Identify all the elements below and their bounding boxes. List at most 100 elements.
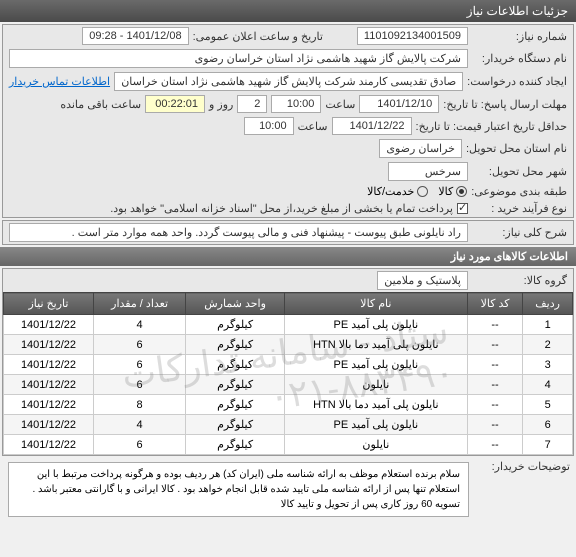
class-radios: کالا خدمت/کالا bbox=[367, 185, 467, 198]
table-cell: -- bbox=[467, 395, 522, 415]
table-header: تعداد / مقدار bbox=[93, 293, 185, 315]
table-container: ستاد - سامانه تدارکات۰۲۱-۸۸۳۴۹۰ ردیفکد ک… bbox=[3, 292, 573, 455]
table-cell: 2 bbox=[523, 335, 573, 355]
deadline-label: مهلت ارسال پاسخ: تا تاریخ: bbox=[443, 98, 567, 111]
table-cell: کیلوگرم bbox=[186, 355, 285, 375]
table-cell: 4 bbox=[93, 415, 185, 435]
buyer-value: شرکت پالایش گاز شهید هاشمی نژاد استان خر… bbox=[9, 49, 468, 68]
items-header: اطلاعات کالاهای مورد نیاز bbox=[0, 247, 576, 266]
items-table: ردیفکد کالانام کالاواحد شمارشتعداد / مقد… bbox=[3, 292, 573, 455]
table-row[interactable]: 6--نایلون پلی آمید PEکیلوگرم41401/12/22 bbox=[4, 415, 573, 435]
table-cell: 1401/12/22 bbox=[4, 355, 94, 375]
day-label: روز و bbox=[209, 98, 233, 111]
table-cell: 1401/12/22 bbox=[4, 375, 94, 395]
table-cell: کیلوگرم bbox=[186, 415, 285, 435]
table-cell: 3 bbox=[523, 355, 573, 375]
table-cell: نایلون پلی آمید PE bbox=[284, 315, 467, 335]
table-cell: 1401/12/22 bbox=[4, 395, 94, 415]
footer-note: سلام برنده استعلام موظف به ارائه شناسه م… bbox=[8, 462, 469, 517]
table-cell: 6 bbox=[93, 355, 185, 375]
table-cell: 8 bbox=[93, 395, 185, 415]
table-cell: 1401/12/22 bbox=[4, 315, 94, 335]
table-cell: 7 bbox=[523, 435, 573, 455]
table-cell: کیلوگرم bbox=[186, 315, 285, 335]
table-row[interactable]: 1--نایلون پلی آمید PEکیلوگرم41401/12/22 bbox=[4, 315, 573, 335]
buytype-note: پرداخت تمام یا بخشی از مبلغ خرید،از محل … bbox=[110, 202, 453, 215]
table-cell: نایلون bbox=[284, 375, 467, 395]
table-row[interactable]: 2--نایلون پلی آمید دما بالا HTNکیلوگرم61… bbox=[4, 335, 573, 355]
validity-label: حداقل تاریخ اعتبار قیمت: تا تاریخ: bbox=[416, 120, 567, 133]
desc-value: راد نایلونی طبق پیوست - پیشنهاد فنی و ما… bbox=[9, 223, 468, 242]
table-cell: 6 bbox=[523, 415, 573, 435]
class-service-label: خدمت/کالا bbox=[367, 185, 414, 198]
class-goods-radio[interactable]: کالا bbox=[438, 185, 467, 198]
contact-link[interactable]: اطلاعات تماس خریدار bbox=[9, 75, 110, 88]
table-row[interactable]: 4--نایلونکیلوگرم61401/12/22 bbox=[4, 375, 573, 395]
radio-dot-icon bbox=[456, 186, 467, 197]
table-header: تاریخ نیاز bbox=[4, 293, 94, 315]
table-cell: 5 bbox=[523, 395, 573, 415]
table-cell: نایلون پلی آمید PE bbox=[284, 355, 467, 375]
time-label-1: ساعت bbox=[325, 98, 355, 111]
time-label-2: ساعت bbox=[298, 120, 328, 133]
table-cell: کیلوگرم bbox=[186, 375, 285, 395]
table-cell: نایلون bbox=[284, 435, 467, 455]
remain-label: ساعت باقی مانده bbox=[60, 98, 141, 111]
info-panel: شماره نیاز: 1101092134001509 تاریخ و ساع… bbox=[2, 24, 574, 218]
radio-dot-icon bbox=[417, 186, 428, 197]
table-row[interactable]: 5--نایلون پلی آمید دما بالا HTNکیلوگرم81… bbox=[4, 395, 573, 415]
table-cell: 1401/12/22 bbox=[4, 435, 94, 455]
table-cell: نایلون پلی آمید دما بالا HTN bbox=[284, 395, 467, 415]
table-cell: کیلوگرم bbox=[186, 395, 285, 415]
table-cell: -- bbox=[467, 375, 522, 395]
table-cell: -- bbox=[467, 435, 522, 455]
table-header: ردیف bbox=[523, 293, 573, 315]
pub-date-value: 1401/12/08 - 09:28 bbox=[82, 27, 188, 45]
buytype-checkbox[interactable] bbox=[457, 203, 468, 214]
days-value: 2 bbox=[237, 95, 267, 113]
group-value: پلاستیک و ملامین bbox=[377, 271, 468, 290]
class-label: طبقه بندی موضوعی: bbox=[471, 185, 567, 198]
delivery-prov: خراسان رضوی bbox=[379, 139, 462, 158]
creator-value: صادق تقدیسی کارمند شرکت پالایش گاز شهید … bbox=[114, 72, 463, 91]
table-cell: -- bbox=[467, 415, 522, 435]
table-cell: کیلوگرم bbox=[186, 435, 285, 455]
deadline-time: 10:00 bbox=[271, 95, 321, 113]
need-no-label: شماره نیاز: bbox=[472, 30, 567, 43]
window-title: جزئیات اطلاعات نیاز bbox=[0, 0, 576, 22]
buytype-label: نوع فرآیند خرید : bbox=[472, 202, 567, 215]
table-row[interactable]: 7--نایلونکیلوگرم61401/12/22 bbox=[4, 435, 573, 455]
table-cell: 6 bbox=[93, 335, 185, 355]
desc-panel: شرح کلی نیاز: راد نایلونی طبق پیوست - پی… bbox=[2, 220, 574, 245]
table-cell: 6 bbox=[93, 435, 185, 455]
table-cell: 6 bbox=[93, 375, 185, 395]
table-cell: -- bbox=[467, 355, 522, 375]
table-cell: 1 bbox=[523, 315, 573, 335]
table-header: واحد شمارش bbox=[186, 293, 285, 315]
table-cell: نایلون پلی آمید PE bbox=[284, 415, 467, 435]
items-panel: گروه کالا: پلاستیک و ملامین ستاد - سامان… bbox=[2, 268, 574, 456]
desc-header: شرح کلی نیاز: bbox=[472, 226, 567, 239]
class-service-radio[interactable]: خدمت/کالا bbox=[367, 185, 428, 198]
need-no-value: 1101092134001509 bbox=[357, 27, 468, 45]
delivery-prov-label: نام استان محل تحویل: bbox=[466, 142, 567, 155]
buyer-label: نام دستگاه خریدار: bbox=[472, 52, 567, 65]
table-cell: نایلون پلی آمید دما بالا HTN bbox=[284, 335, 467, 355]
table-cell: 1401/12/22 bbox=[4, 335, 94, 355]
pub-date-label: تاریخ و ساعت اعلان عمومی: bbox=[193, 30, 323, 43]
remain-value: 00:22:01 bbox=[145, 95, 205, 113]
footer-label: توضیحات خریدار: bbox=[475, 460, 570, 473]
validity-date: 1401/12/22 bbox=[332, 117, 412, 135]
table-header: کد کالا bbox=[467, 293, 522, 315]
table-cell: کیلوگرم bbox=[186, 335, 285, 355]
table-cell: 4 bbox=[93, 315, 185, 335]
creator-label: ایجاد کننده درخواست: bbox=[467, 75, 567, 88]
table-cell: 4 bbox=[523, 375, 573, 395]
validity-time: 10:00 bbox=[244, 117, 294, 135]
table-cell: 1401/12/22 bbox=[4, 415, 94, 435]
delivery-city-label: شهر محل تحویل: bbox=[472, 165, 567, 178]
table-cell: -- bbox=[467, 315, 522, 335]
table-row[interactable]: 3--نایلون پلی آمید PEکیلوگرم61401/12/22 bbox=[4, 355, 573, 375]
table-header: نام کالا bbox=[284, 293, 467, 315]
class-goods-label: کالا bbox=[438, 185, 453, 198]
